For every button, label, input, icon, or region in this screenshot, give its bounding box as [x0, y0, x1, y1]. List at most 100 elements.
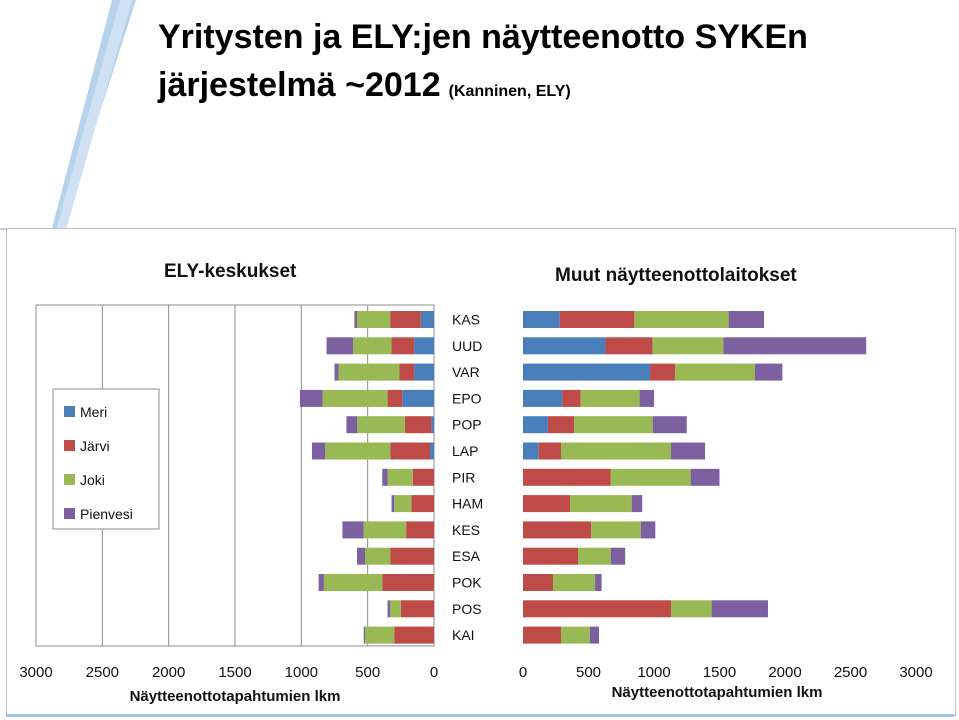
left-bar-pir-jarvi — [412, 468, 434, 486]
left-bar-var-pienvesi — [334, 363, 339, 381]
left-tick-label: 2500 — [86, 664, 119, 681]
slide-title-line2-text: järjestelmä ~2012 — [158, 66, 441, 104]
left-tick-label: 0 — [430, 664, 438, 681]
left-bar-var-meri — [414, 363, 434, 381]
left-tick-label: 1000 — [285, 664, 318, 681]
category-label-uud: UUD — [452, 338, 482, 354]
right-bar-var-meri — [523, 363, 651, 381]
left-bar-ham-jarvi — [411, 495, 434, 513]
legend-swatch-meri — [64, 406, 75, 417]
legend-swatch-jarvi — [64, 440, 75, 451]
category-label-esa: ESA — [452, 548, 481, 564]
right-bar-pir-joki — [610, 468, 691, 486]
legend-label-jarvi: Järvi — [80, 438, 110, 454]
right-tick-label: 2500 — [834, 664, 867, 681]
right-tick-label: 2000 — [768, 664, 801, 681]
right-bar-lap-pienvesi — [671, 442, 706, 460]
right-bar-pop-joki — [574, 416, 653, 434]
right-bar-pir-pienvesi — [690, 468, 720, 486]
right-bar-kas-joki — [634, 311, 729, 328]
right-bar-var-joki — [674, 363, 755, 381]
left-bar-kes-pienvesi — [342, 521, 364, 539]
left-bar-uud-meri — [414, 337, 434, 355]
right-bar-lap-joki — [560, 442, 672, 460]
right-bar-epo-joki — [580, 389, 640, 407]
right-bar-uud-pienvesi — [723, 337, 867, 355]
left-bar-kai-joki — [365, 626, 395, 644]
right-bar-uud-joki — [652, 337, 724, 355]
left-bar-kai-pienvesi — [363, 626, 366, 644]
right-tick-label: 3000 — [899, 664, 932, 681]
left-bar-kas-jarvi — [390, 311, 421, 328]
left-bar-kes-joki — [363, 521, 407, 539]
right-bar-var-jarvi — [650, 363, 675, 381]
category-label-kas: KAS — [452, 312, 480, 328]
right-bar-lap-meri — [523, 442, 539, 460]
category-label-ham: HAM — [452, 496, 483, 512]
right-bar-ham-joki — [570, 495, 632, 513]
chart-figure: ELY-keskukset Muut näytteenottolaitokset M… — [6, 228, 956, 716]
right-tick-label: 0 — [519, 664, 527, 681]
left-bar-kai-jarvi — [394, 626, 434, 644]
left-bar-lap-joki — [325, 442, 391, 460]
right-bar-pok-jarvi — [523, 574, 554, 591]
right-bar-uud-meri — [523, 337, 606, 355]
left-bar-pok-joki — [323, 574, 383, 591]
right-bar-ham-jarvi — [523, 495, 571, 513]
right-axis-label: Näytteenottotapahtumien lkm — [612, 684, 823, 701]
left-bar-var-jarvi — [399, 363, 415, 381]
left-bar-lap-meri — [430, 442, 434, 460]
left-bar-pop-pienvesi — [346, 416, 358, 434]
left-tick-label: 3000 — [19, 664, 52, 681]
right-bar-pos-jarvi — [523, 600, 672, 618]
left-bar-pir-joki — [387, 468, 413, 486]
right-bar-pop-jarvi — [547, 416, 575, 434]
left-bar-pop-joki — [357, 416, 405, 434]
left-bar-pok-jarvi — [382, 574, 434, 591]
left-bar-esa-joki — [365, 547, 391, 565]
slide-title: Yritysten ja ELY:jen näytteenotto SYKEn — [158, 18, 808, 56]
right-tick-label: 1000 — [637, 664, 670, 681]
left-bar-uud-joki — [353, 337, 392, 355]
left-bar-pos-pienvesi — [387, 600, 391, 618]
left-bar-pos-jarvi — [400, 600, 434, 618]
right-bar-pok-joki — [553, 574, 596, 591]
left-bar-esa-jarvi — [390, 547, 434, 565]
left-bar-pos-joki — [390, 600, 401, 618]
chart-svg: ELY-keskukset Muut näytteenottolaitokset M… — [19, 261, 932, 705]
right-bar-esa-joki — [578, 547, 611, 565]
right-bar-kas-pienvesi — [728, 311, 765, 328]
right-bar-esa-pienvesi — [610, 547, 626, 565]
left-bar-epo-jarvi — [387, 389, 403, 407]
decorative-stripe — [0, 0, 150, 230]
category-label-pop: POP — [452, 417, 482, 433]
legend-swatch-joki — [64, 474, 75, 485]
left-bar-ham-pienvesi — [391, 495, 395, 513]
category-label-pir: PIR — [452, 469, 475, 485]
left-bar-pir-pienvesi — [382, 468, 388, 486]
right-bar-var-pienvesi — [754, 363, 783, 381]
right-bar-pop-pienvesi — [652, 416, 687, 434]
right-bar-ham-pienvesi — [631, 495, 643, 513]
left-bar-epo-meri — [402, 389, 434, 407]
left-tick-label: 500 — [355, 664, 380, 681]
legend-label-pienvesi: Pienvesi — [80, 506, 133, 522]
right-bar-pos-pienvesi — [711, 600, 768, 618]
right-bar-kas-meri — [523, 311, 560, 328]
right-bar-kas-jarvi — [559, 311, 635, 328]
bottom-rule — [6, 714, 954, 717]
slide-title-note: (Kanninen, ELY) — [448, 83, 571, 100]
right-bar-epo-pienvesi — [639, 389, 654, 407]
left-bar-kas-meri — [420, 311, 434, 328]
left-bar-esa-pienvesi — [357, 547, 366, 565]
left-bar-kas-joki — [357, 311, 391, 328]
right-bar-epo-jarvi — [562, 389, 581, 407]
right-bar-kai-pienvesi — [589, 626, 599, 644]
left-bar-lap-pienvesi — [311, 442, 326, 460]
right-bar-kai-jarvi — [523, 626, 561, 644]
right-tick-label: 1500 — [703, 664, 736, 681]
left-bar-uud-pienvesi — [326, 337, 354, 355]
category-label-kes: KES — [452, 522, 480, 538]
left-bar-pok-pienvesi — [318, 574, 324, 591]
left-axis-label: Näytteenottotapahtumien lkm — [130, 688, 341, 705]
